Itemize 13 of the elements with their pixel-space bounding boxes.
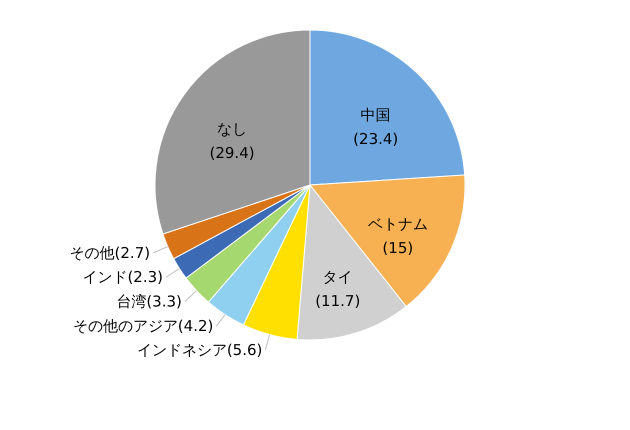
slice-label: ベトナム [368, 215, 428, 234]
data-label: (23.4) [353, 130, 398, 148]
slice-label: その他のアジア(4.2) [72, 317, 214, 336]
data-label: (11.7) [315, 292, 360, 310]
slice-label: 台湾(3.3) [116, 292, 182, 311]
slice-label: なし [217, 120, 248, 138]
data-label: (29.4) [209, 144, 255, 162]
slice-label: その他(2.7) [70, 244, 150, 262]
slice-label: タイ [322, 268, 353, 286]
data-label: (15) [382, 239, 414, 258]
slice-label: 中国 [360, 106, 391, 124]
slice-label: インド(2.3) [82, 268, 164, 286]
slice-label: インドネシア(5.6) [136, 341, 262, 360]
